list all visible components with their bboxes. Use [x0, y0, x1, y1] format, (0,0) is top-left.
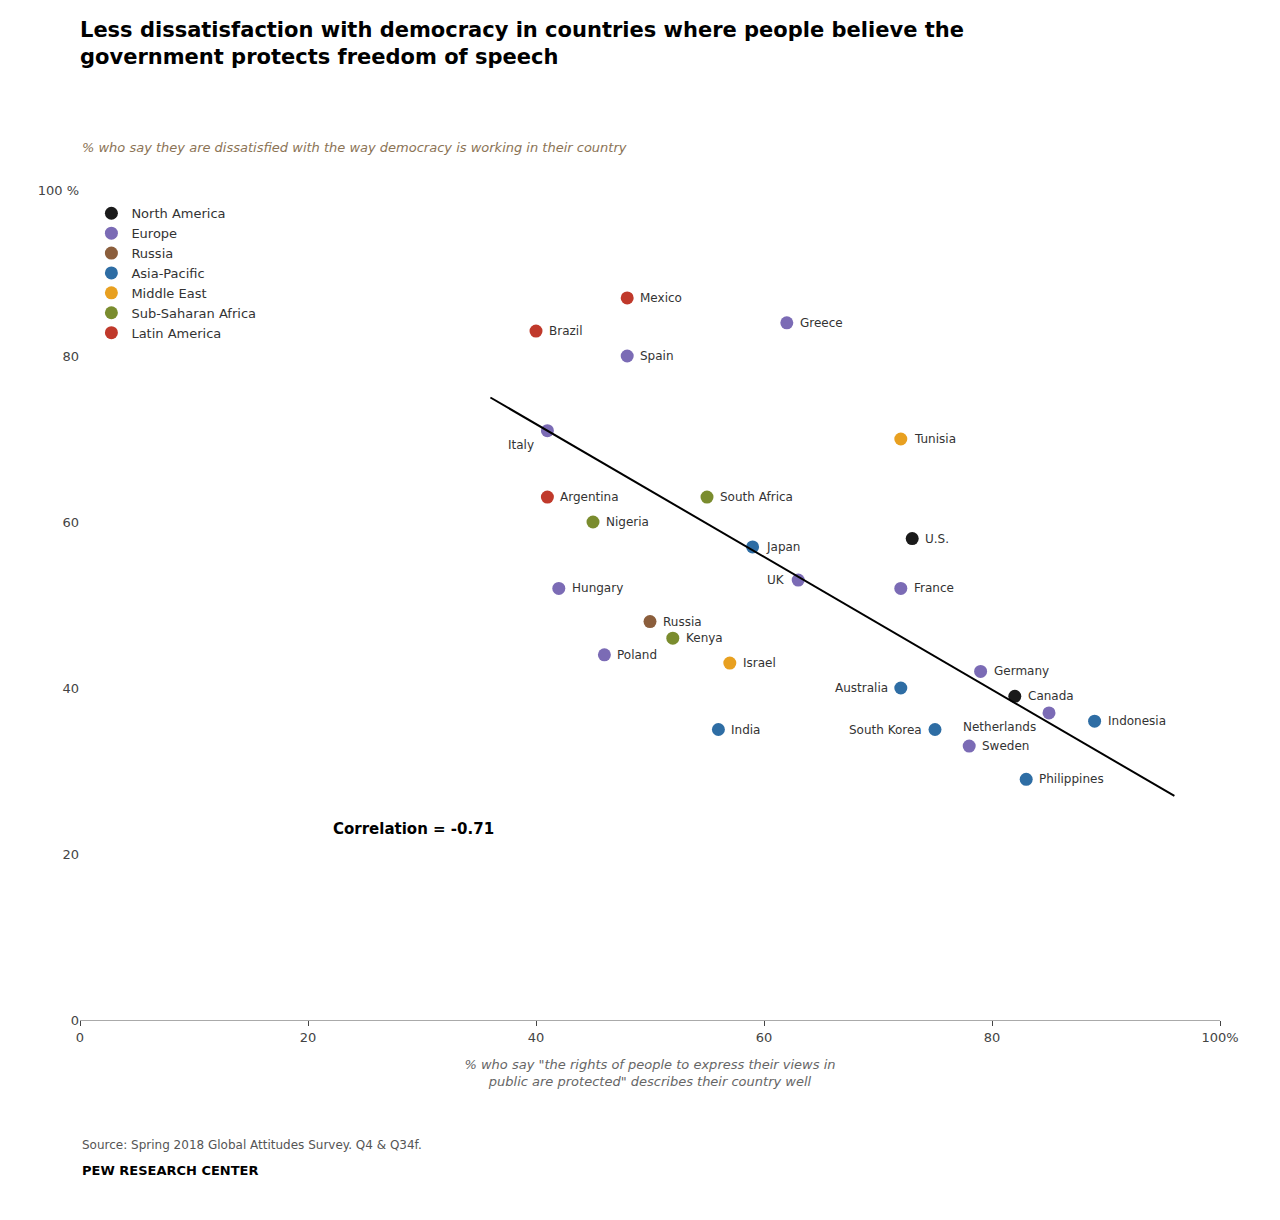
svg-text:Spain: Spain [640, 349, 674, 363]
svg-text:20: 20 [300, 1030, 317, 1045]
svg-text:Canada: Canada [1028, 689, 1074, 703]
svg-text:60: 60 [756, 1030, 773, 1045]
svg-text:% who say they are dissatisfie: % who say they are dissatisfied with the… [82, 140, 627, 155]
svg-text:Greece: Greece [800, 316, 843, 330]
svg-text:Source: Spring 2018 Global Att: Source: Spring 2018 Global Attitudes Sur… [82, 1138, 422, 1152]
svg-text:80: 80 [984, 1030, 1001, 1045]
svg-text:100%: 100% [1201, 1030, 1238, 1045]
svg-text:Germany: Germany [994, 664, 1049, 678]
svg-text:Argentina: Argentina [560, 490, 619, 504]
svg-text:Australia: Australia [835, 681, 888, 695]
svg-text:Russia: Russia [663, 615, 702, 629]
svg-text:India: India [731, 723, 760, 737]
svg-text:Hungary: Hungary [572, 581, 623, 595]
svg-text:Philippines: Philippines [1039, 772, 1104, 786]
svg-text:Latin America: Latin America [131, 326, 221, 341]
svg-text:UK: UK [767, 573, 785, 587]
svg-text:France: France [914, 581, 954, 595]
svg-text:40: 40 [62, 681, 79, 696]
svg-text:100 %: 100 % [38, 183, 79, 198]
svg-text:Less dissatisfaction with demo: Less dissatisfaction with democracy in c… [80, 18, 964, 69]
svg-text:0: 0 [76, 1030, 84, 1045]
svg-text:20: 20 [62, 847, 79, 862]
svg-text:Asia-Pacific: Asia-Pacific [131, 266, 204, 281]
svg-text:Netherlands: Netherlands [963, 720, 1036, 734]
svg-text:80: 80 [62, 349, 79, 364]
svg-text:0: 0 [71, 1013, 79, 1028]
svg-text:Italy: Italy [508, 438, 534, 452]
svg-text:Poland: Poland [617, 648, 657, 662]
svg-text:60: 60 [62, 515, 79, 530]
svg-text:Israel: Israel [743, 656, 776, 670]
svg-text:Nigeria: Nigeria [606, 515, 649, 529]
svg-text:PEW RESEARCH CENTER: PEW RESEARCH CENTER [82, 1163, 258, 1178]
svg-text:Kenya: Kenya [686, 631, 723, 645]
svg-text:40: 40 [528, 1030, 545, 1045]
svg-text:U.S.: U.S. [925, 532, 949, 546]
svg-text:South Korea: South Korea [849, 723, 922, 737]
svg-text:% who say "the rights of peopl: % who say "the rights of people to expre… [464, 1057, 835, 1089]
svg-text:Middle East: Middle East [131, 286, 206, 301]
svg-text:Tunisia: Tunisia [914, 432, 956, 446]
svg-text:Europe: Europe [131, 226, 177, 241]
svg-text:Indonesia: Indonesia [1108, 714, 1166, 728]
svg-text:South Africa: South Africa [720, 490, 793, 504]
svg-text:Mexico: Mexico [640, 291, 682, 305]
svg-text:Brazil: Brazil [549, 324, 583, 338]
svg-text:Correlation = -0.71: Correlation = -0.71 [333, 820, 494, 838]
svg-text:Sub-Saharan Africa: Sub-Saharan Africa [131, 306, 256, 321]
svg-text:Sweden: Sweden [982, 739, 1029, 753]
svg-text:Japan: Japan [766, 540, 800, 554]
svg-text:North America: North America [131, 206, 225, 221]
svg-text:Russia: Russia [131, 246, 173, 261]
